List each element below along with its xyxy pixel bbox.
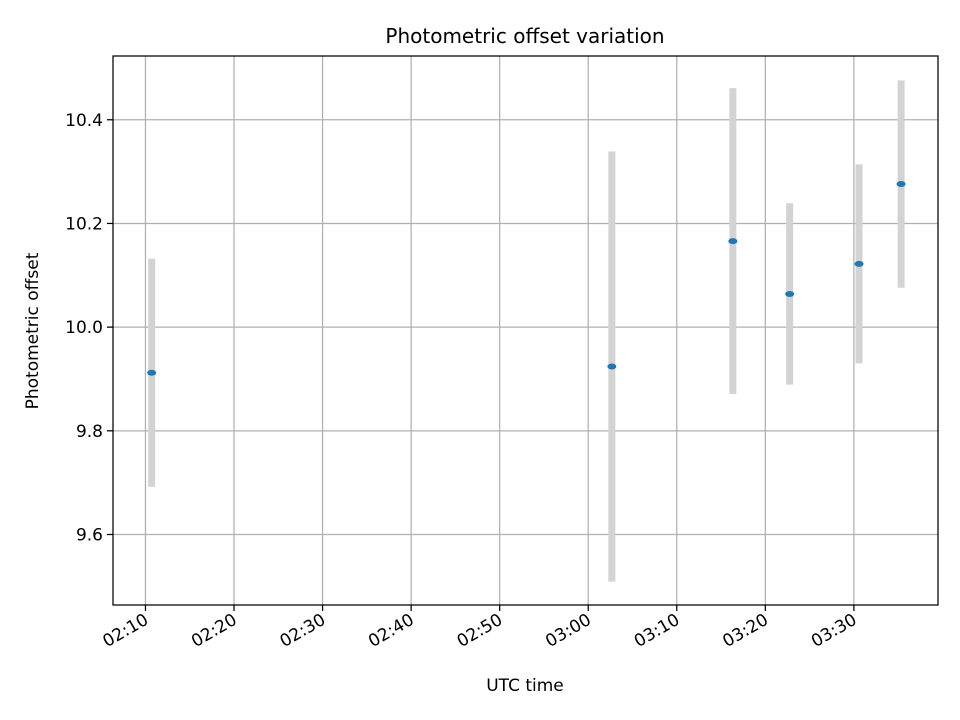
x-tick-label: 03:30: [808, 610, 860, 652]
y-tick-label: 10.2: [65, 214, 103, 234]
data-point: [607, 363, 617, 370]
x-tick-label: 02:50: [454, 610, 506, 652]
y-tick-label: 9.6: [76, 525, 103, 545]
x-tick-label: 02:30: [277, 610, 329, 652]
grid: [113, 56, 938, 605]
x-tick-label: 02:40: [365, 610, 417, 652]
data-points: [147, 181, 906, 376]
y-tick-label: 9.8: [76, 422, 103, 442]
y-tick-label: 10.4: [65, 111, 103, 131]
data-point: [785, 290, 795, 297]
data-point: [854, 260, 864, 267]
data-point: [147, 369, 157, 376]
x-tick-label: 02:20: [188, 610, 240, 652]
error-bars: [148, 80, 905, 582]
plot-frame: [112, 55, 939, 606]
x-axis-ticks: 02:10 02:20 02:30 02:40 02:50 03:00 03:10 03:20…: [100, 605, 860, 652]
x-tick-label: 03:00: [542, 610, 594, 652]
x-tick-label: 02:10: [100, 610, 152, 652]
y-axis-ticks: 9.6 9.8 10.0 10.2 10.4: [65, 111, 113, 545]
y-axis-label: Photometric offset: [23, 252, 43, 409]
x-tick-label: 03:10: [631, 610, 683, 652]
x-tick-label: 03:20: [719, 610, 771, 652]
y-tick-label: 10.0: [65, 318, 103, 338]
data-point: [728, 238, 738, 245]
chart-title: Photometric offset variation: [385, 24, 664, 48]
x-axis-label: UTC time: [486, 676, 564, 696]
data-point: [896, 181, 906, 188]
